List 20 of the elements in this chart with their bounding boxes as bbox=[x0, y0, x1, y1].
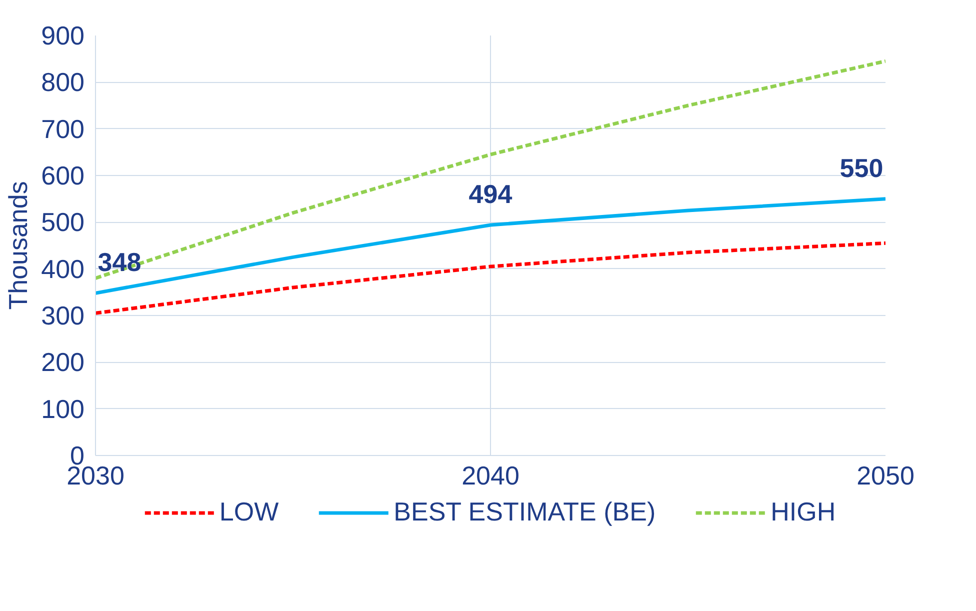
data-label: 550 bbox=[840, 152, 884, 183]
x-tick-label: 2050 bbox=[856, 460, 914, 490]
data-label: 494 bbox=[468, 178, 513, 209]
y-tick-label: 300 bbox=[41, 300, 85, 330]
y-axis-title: Thousands bbox=[3, 181, 34, 310]
line-series bbox=[96, 59, 886, 280]
legend-label: HIGH bbox=[770, 496, 836, 528]
y-tick-label: 200 bbox=[41, 347, 85, 378]
y-tick-label: 100 bbox=[41, 394, 85, 424]
legend-label: BEST ESTIMATE (BE) bbox=[394, 496, 656, 528]
x-tick-label: 2040 bbox=[462, 460, 520, 490]
y-tick-label: 500 bbox=[41, 207, 85, 238]
y-tick-label: 400 bbox=[41, 254, 85, 284]
data-label: 348 bbox=[98, 247, 142, 278]
y-tick-label: 700 bbox=[41, 114, 85, 144]
y-tick-label: 900 bbox=[41, 20, 85, 50]
line-series bbox=[96, 241, 886, 315]
legend-label: LOW bbox=[219, 496, 279, 528]
y-tick-label: 600 bbox=[41, 160, 85, 190]
y-tick-label: 800 bbox=[41, 67, 85, 98]
